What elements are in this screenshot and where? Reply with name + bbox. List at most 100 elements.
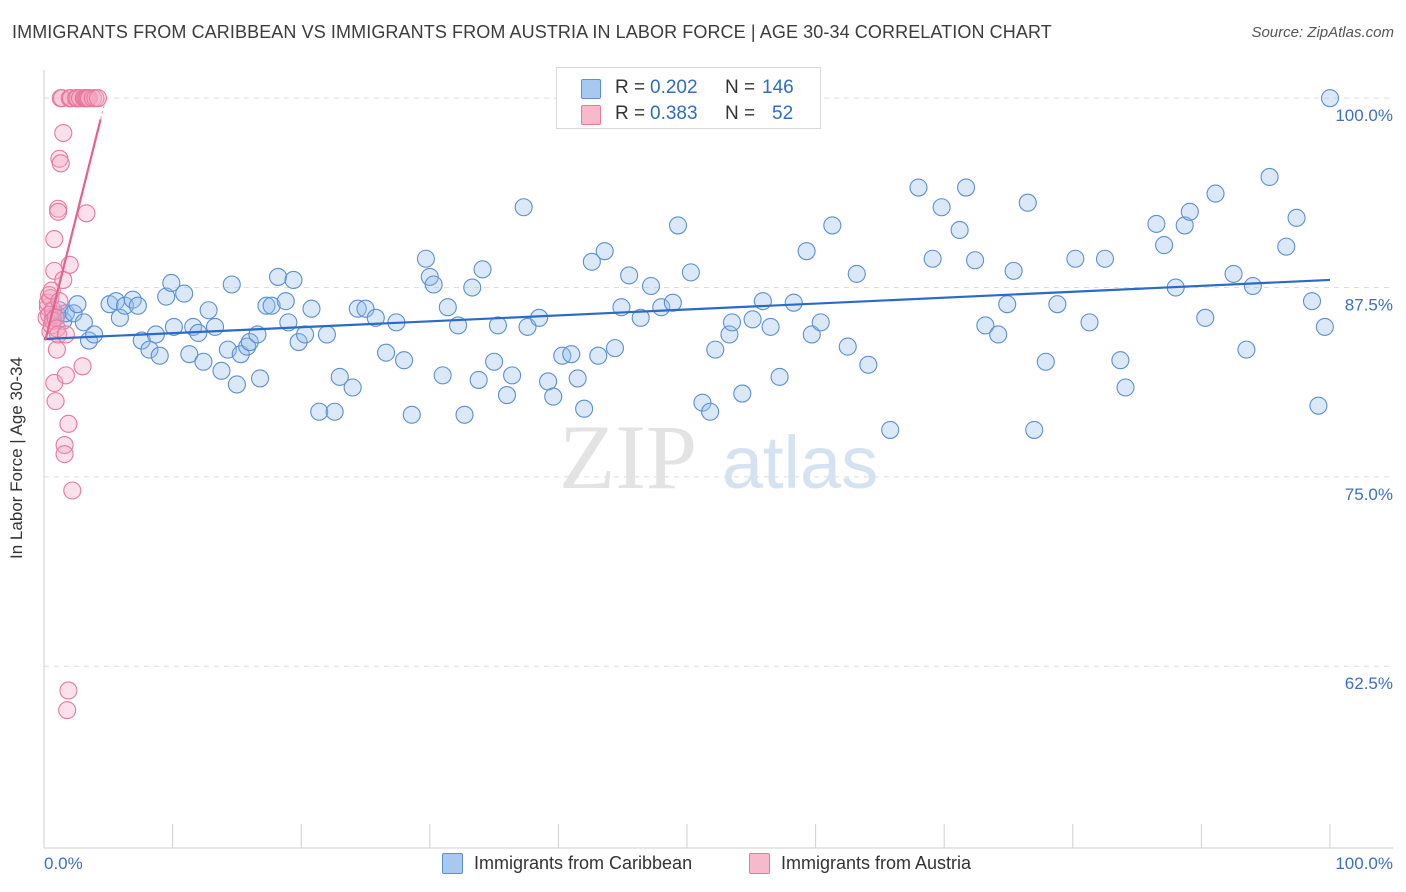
point-caribbean <box>1147 214 1166 233</box>
point-caribbean <box>1080 313 1099 332</box>
point-caribbean <box>966 251 985 270</box>
point-austria <box>54 270 73 290</box>
point-caribbean <box>811 313 830 332</box>
point-caribbean <box>1309 396 1328 415</box>
point-caribbean <box>881 420 900 439</box>
point-caribbean <box>348 299 367 318</box>
point-caribbean <box>240 333 259 352</box>
point-caribbean <box>463 278 482 297</box>
point-caribbean <box>64 304 83 323</box>
point-caribbean <box>302 299 321 318</box>
point-caribbean <box>250 369 270 388</box>
point-caribbean <box>976 316 995 335</box>
point-caribbean <box>743 310 762 329</box>
point-austria <box>49 202 68 221</box>
point-caribbean <box>1116 378 1135 397</box>
point-caribbean <box>110 308 129 327</box>
point-caribbean <box>180 345 199 364</box>
point-caribbean <box>212 361 231 380</box>
point-caribbean <box>175 284 194 303</box>
point-caribbean <box>589 346 608 365</box>
point-caribbean <box>1260 167 1279 186</box>
point-caribbean <box>1237 340 1256 359</box>
point-austria <box>88 89 108 108</box>
point-caribbean <box>68 295 87 314</box>
trendline-caribbean <box>43 278 1331 341</box>
point-caribbean <box>1277 237 1296 256</box>
point-austria <box>56 366 75 385</box>
point-caribbean <box>909 178 928 197</box>
point-caribbean <box>231 345 250 364</box>
point-caribbean <box>693 393 712 412</box>
legend-n-label: N = <box>725 103 756 124</box>
trendline-austria <box>44 119 102 341</box>
point-caribbean <box>157 287 176 306</box>
point-caribbean <box>733 384 752 403</box>
bottom-legend-swatch-caribbean <box>442 853 463 874</box>
point-caribbean <box>859 355 878 374</box>
point-caribbean <box>641 276 661 296</box>
legend-swatch-austria <box>581 105 601 125</box>
point-caribbean <box>802 325 821 344</box>
point-caribbean <box>325 402 344 421</box>
legend-n-label: N = <box>725 77 756 98</box>
point-austria <box>45 230 64 249</box>
legend: R = 0.202 N = 146 R = 0.383 N = 52 <box>556 67 821 129</box>
point-caribbean <box>568 369 587 388</box>
point-caribbean <box>847 264 866 283</box>
point-caribbean <box>1004 261 1023 280</box>
point-caribbean <box>395 351 414 370</box>
point-caribbean <box>1066 249 1085 268</box>
legend-n-value: 52 <box>772 103 794 124</box>
point-austria <box>63 481 82 500</box>
point-caribbean <box>438 298 457 317</box>
point-caribbean <box>140 340 159 359</box>
point-caribbean <box>1048 295 1067 314</box>
source-credit: Source: ZipAtlas.com <box>1251 24 1394 41</box>
point-caribbean <box>194 352 213 371</box>
legend-r-value: 0.383 <box>650 103 698 124</box>
point-caribbean <box>402 405 421 424</box>
point-austria <box>54 123 73 143</box>
point-caribbean <box>497 386 517 405</box>
point-austria <box>51 154 70 173</box>
point-caribbean <box>74 313 93 332</box>
point-caribbean <box>681 263 700 282</box>
bottom-legend-swatch-austria <box>749 853 770 874</box>
bottom-legend-label-caribbean: Immigrants from Caribbean <box>474 853 693 873</box>
point-caribbean <box>1196 308 1215 327</box>
point-caribbean <box>1175 216 1194 235</box>
bottom-legend-label-austria: Immigrants from Austria <box>781 853 972 873</box>
legend-r-label: R = <box>615 77 646 98</box>
point-caribbean <box>784 293 803 312</box>
point-caribbean <box>562 345 581 364</box>
point-austria <box>55 445 74 464</box>
point-caribbean <box>514 198 533 217</box>
point-caribbean <box>950 220 969 240</box>
point-austria <box>56 325 75 344</box>
point-caribbean <box>722 313 742 332</box>
point-caribbean <box>838 337 857 356</box>
point-caribbean <box>284 270 303 290</box>
point-caribbean <box>595 242 614 261</box>
point-caribbean <box>1095 249 1114 268</box>
watermark-zip: ZIP <box>559 406 697 508</box>
point-caribbean <box>1320 89 1340 108</box>
point-caribbean <box>761 317 780 336</box>
point-caribbean <box>222 275 241 294</box>
legend-r-value: 0.202 <box>650 77 698 98</box>
point-caribbean <box>1206 184 1225 203</box>
point-caribbean <box>701 402 720 421</box>
point-caribbean <box>455 405 474 424</box>
point-caribbean <box>989 325 1008 344</box>
point-caribbean <box>770 367 789 386</box>
point-austria <box>59 414 78 433</box>
point-caribbean <box>150 346 169 365</box>
point-caribbean <box>923 249 942 268</box>
y-axis-label: In Labor Force | Age 30-34 <box>7 357 26 559</box>
point-caribbean <box>582 252 601 271</box>
point-caribbean <box>553 346 572 365</box>
point-caribbean <box>123 290 142 309</box>
point-caribbean <box>377 343 396 362</box>
